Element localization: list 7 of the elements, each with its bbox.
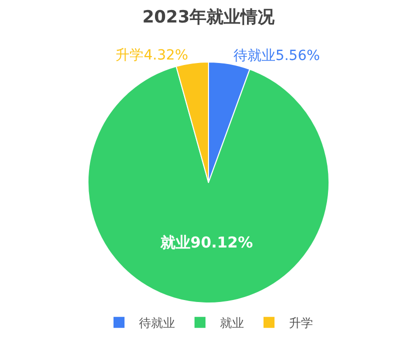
- data-label: 升学4.32%: [116, 47, 188, 64]
- legend-label: 升学: [289, 316, 313, 330]
- legend-label: 待就业: [139, 316, 175, 330]
- data-label: 就业90.12%: [159, 234, 253, 252]
- chart-title: 2023年就业情况: [142, 7, 276, 28]
- data-label: 待就业5.56%: [233, 48, 320, 64]
- legend-label: 就业: [220, 316, 244, 330]
